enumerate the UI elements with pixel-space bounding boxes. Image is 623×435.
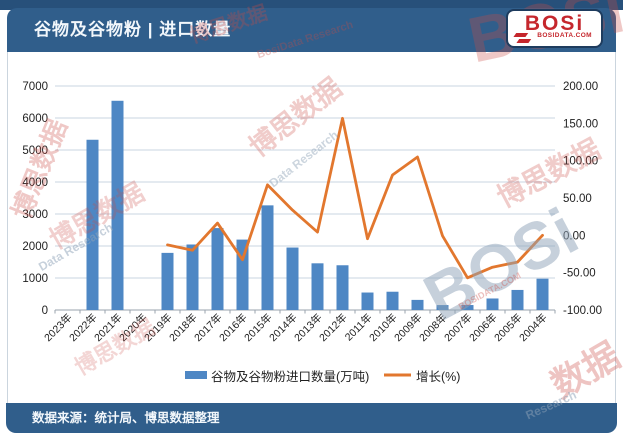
logo-domain-text: BOSIDATA.COM [537, 32, 592, 39]
bar-2006年 [486, 298, 499, 310]
y2-axis-tick-label: -50.00 [563, 268, 596, 280]
legend-bar-swatch [185, 371, 207, 379]
y-axis-tick-label: 7000 [22, 81, 48, 93]
bar-2009年 [411, 299, 424, 310]
legend-bar-label: 谷物及谷物粉进口数量(万吨) [211, 369, 369, 384]
y-axis-tick-label: 5000 [22, 145, 48, 157]
bar-2018年 [186, 244, 199, 310]
page-title: 谷物及谷物粉 | 进口数量 [34, 20, 232, 39]
bar-2017年 [211, 228, 224, 310]
bar-2008年 [436, 305, 449, 310]
y2-axis-tick-label: 200.00 [563, 81, 598, 93]
bar-2010年 [386, 291, 399, 310]
x-axis-label: 2004年 [516, 311, 549, 344]
data-source-text: 数据来源：统计局、博思数据整理 [32, 411, 220, 425]
bar-2021年 [111, 100, 124, 310]
y-axis-tick-label: 6000 [22, 113, 48, 125]
footer-bar: 数据来源：统计局、博思数据整理 [6, 403, 617, 433]
chart-canvas: 0 1000 2000 3000 4000 5000 6000 7000 -100.00 -50.… [22, 81, 602, 384]
bar-2014年 [286, 247, 299, 310]
legend-line-label: 增长(%) [416, 369, 460, 384]
top-strip [0, 0, 623, 10]
y2-axis-tick-label: 100.00 [563, 156, 598, 168]
y2-axis-tick-label: 0.00 [563, 230, 585, 242]
bar-2005年 [511, 289, 524, 310]
y2-axis-tick-label: -100.00 [563, 305, 602, 317]
y-axis-tick-label: 2000 [22, 241, 48, 253]
bar-2015年 [261, 205, 274, 310]
bar-2012年 [336, 265, 349, 310]
y-axis-tick-label: 4000 [22, 177, 48, 189]
y-axis-tick-label: 3000 [22, 209, 48, 221]
bar-2007年 [461, 305, 474, 310]
logo-slash-icon [513, 32, 529, 36]
y-axis-tick-label: 1000 [22, 273, 48, 285]
growth-line [166, 116, 544, 280]
bar-2022年 [86, 139, 99, 310]
bar-2019年 [161, 252, 174, 310]
logo-slash-icon [516, 38, 532, 42]
bar-2004年 [536, 278, 549, 310]
y2-axis-tick-label: 150.00 [563, 118, 598, 130]
y-axis-tick-label: 0 [42, 305, 48, 317]
x-axis-label: 2012年 [316, 311, 349, 344]
logo-wordmark: BOSi [524, 12, 585, 35]
y2-axis-tick-label: 50.00 [563, 193, 592, 205]
bar-2013年 [311, 263, 324, 310]
bar-2011年 [361, 292, 374, 310]
bosi-logo: BOSi BOSIDATA.COM [506, 9, 603, 48]
